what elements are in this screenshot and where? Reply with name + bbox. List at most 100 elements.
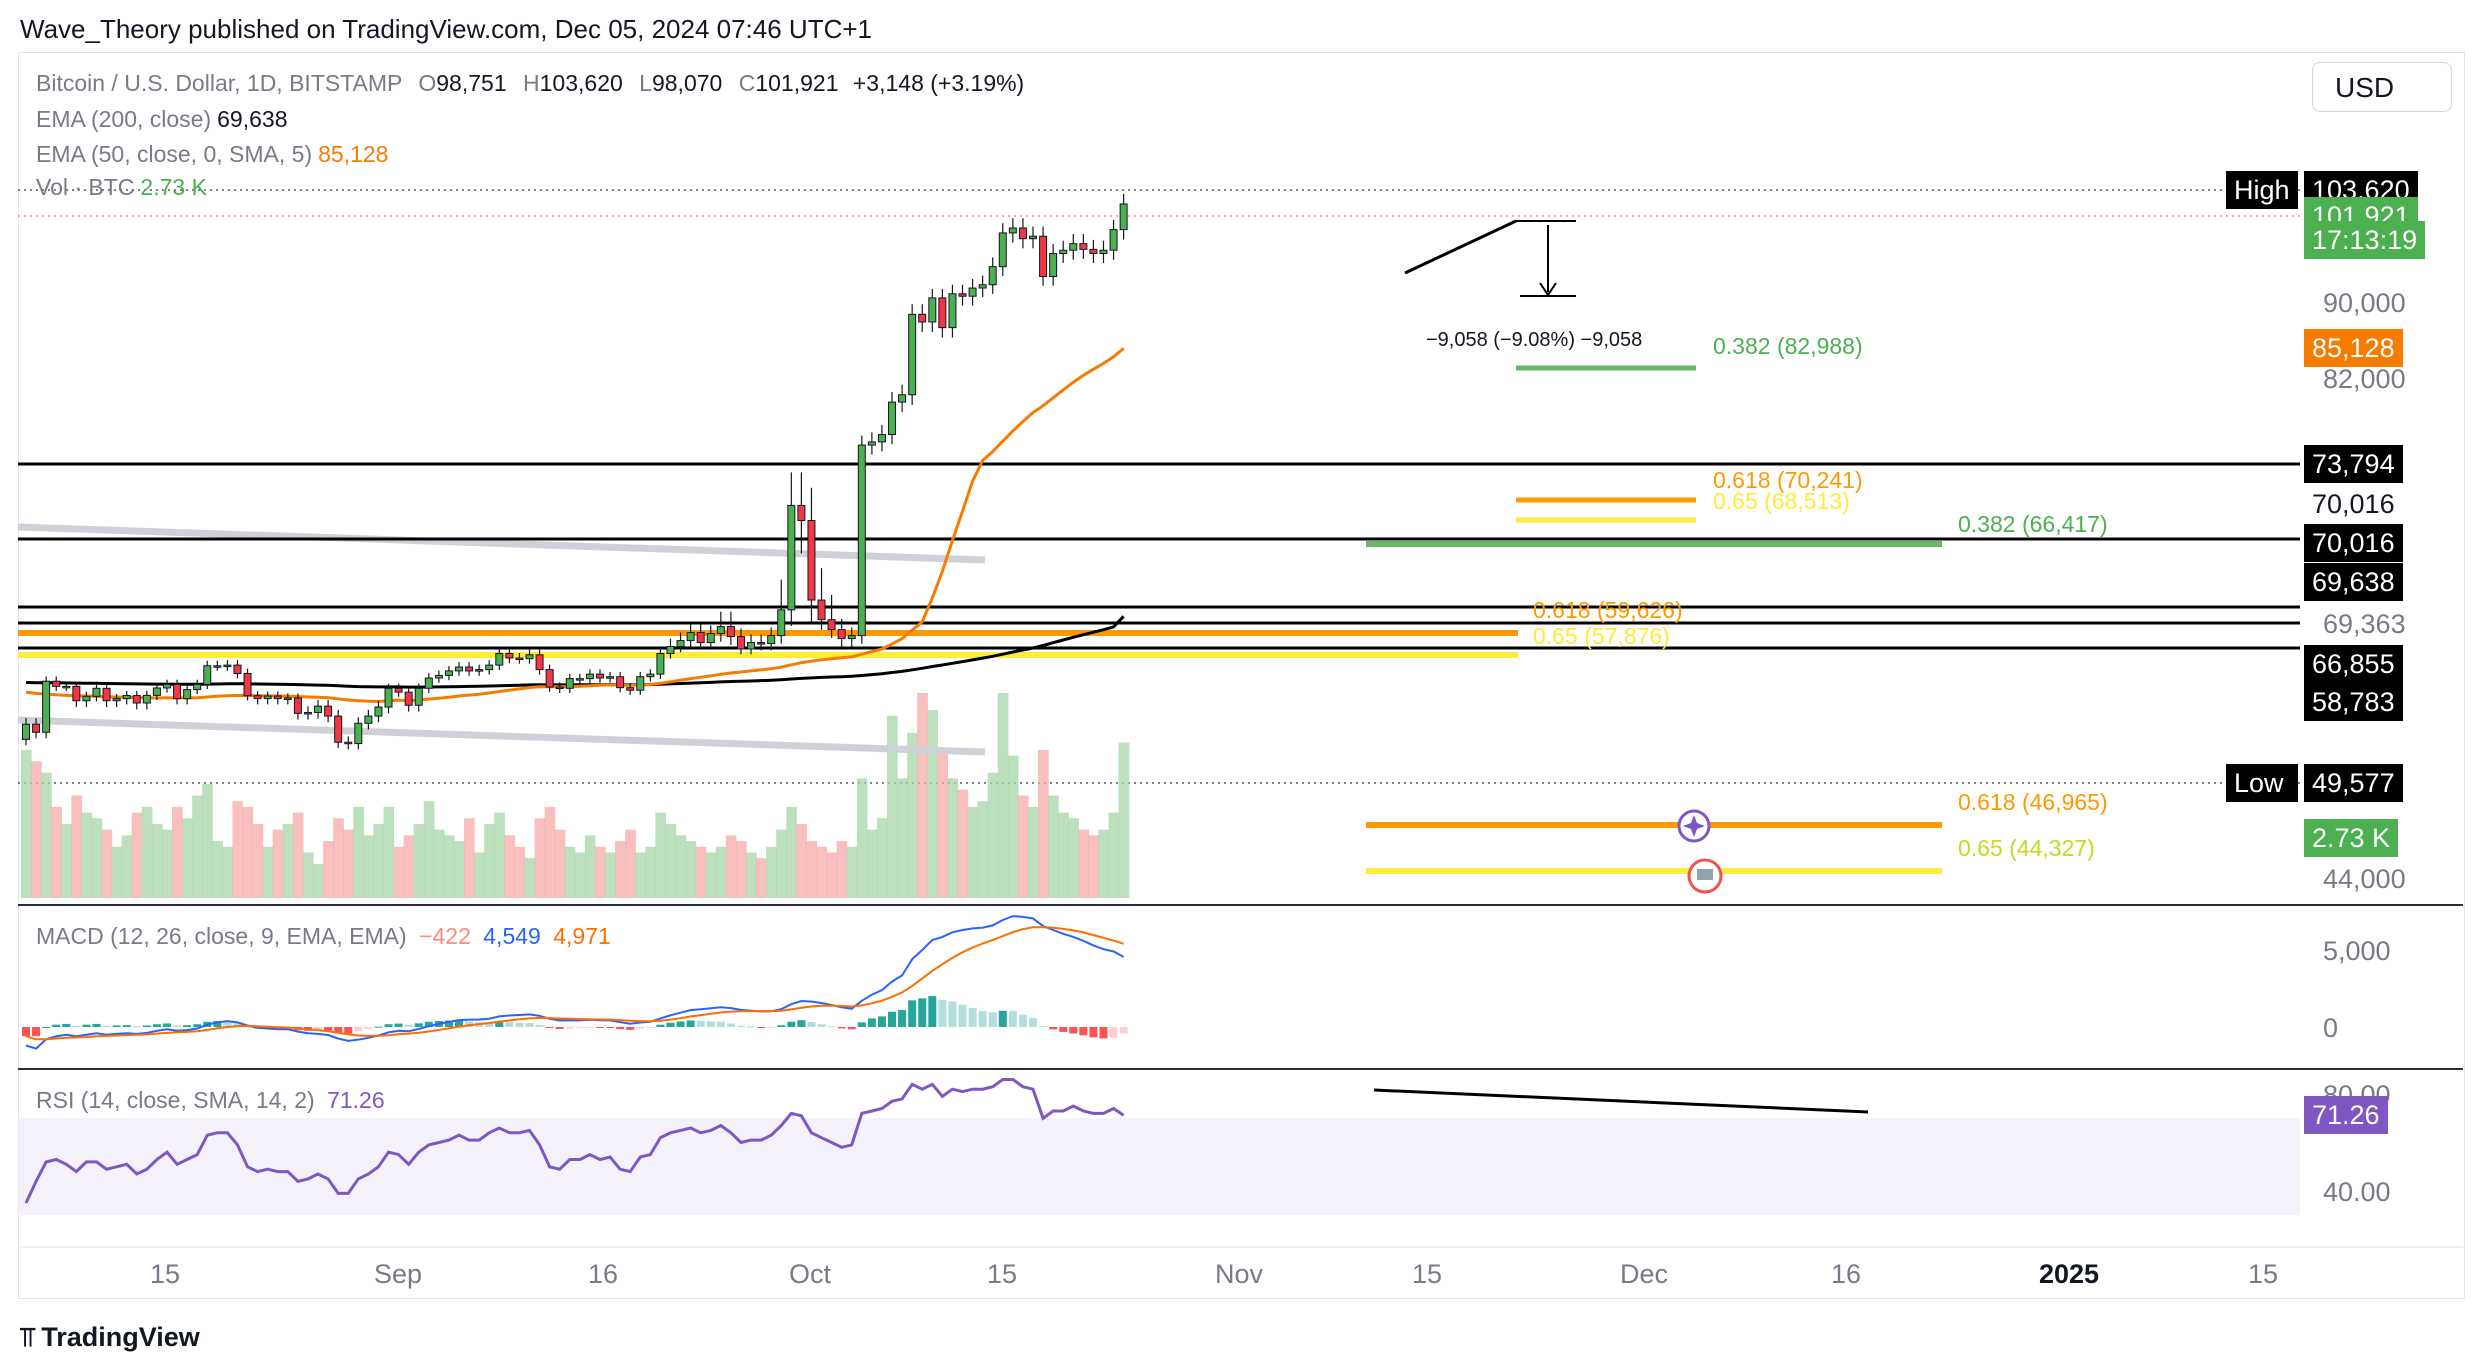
candle <box>787 472 796 627</box>
candle <box>1059 240 1068 263</box>
candle <box>132 690 141 710</box>
macd-hist-bar <box>354 1027 363 1032</box>
candle-body <box>243 672 252 697</box>
candle-body <box>465 666 474 672</box>
macd-hist-bar <box>606 1027 615 1028</box>
candle-body <box>152 687 161 696</box>
macd-legend[interactable]: MACD (12, 26, close, 9, EMA, EMA) −422 4… <box>36 923 611 950</box>
channel-lower-line <box>17 716 986 756</box>
rsi-legend[interactable]: RSI (14, close, SMA, 14, 2) 71.26 <box>36 1087 385 1114</box>
volume-bar <box>665 823 677 898</box>
volume-bar <box>302 852 314 898</box>
volume-bar <box>252 823 264 898</box>
candle-body <box>253 695 262 700</box>
candle <box>857 435 866 644</box>
volume-bar <box>876 818 888 898</box>
candle-body <box>293 697 302 714</box>
candle-body <box>324 705 333 717</box>
candle <box>424 673 433 693</box>
price-axis-tag: 17:13:19 <box>2304 220 2426 259</box>
volume-bar <box>1017 795 1029 898</box>
volume-legend[interactable]: Vol · BTC 2.73 K <box>36 174 207 201</box>
candle <box>515 652 524 664</box>
macd-hist-bar <box>394 1023 403 1027</box>
measure-arrow-head <box>1539 282 1557 297</box>
macd-hist-bar <box>565 1027 574 1029</box>
candle-body <box>988 266 997 286</box>
rsi-axis-tick: 40.00 <box>2323 1177 2391 1207</box>
volume-bar <box>605 852 616 898</box>
candle-body <box>1119 203 1128 231</box>
candle-body <box>223 664 232 668</box>
range-measure-label: −9,058 (−9.08%) −9,058 <box>1426 329 1642 351</box>
candle-body <box>606 676 615 679</box>
ema50-legend[interactable]: EMA (50, close, 0, SMA, 5) 85,128 <box>36 141 388 168</box>
macd-axis-tick: 0 <box>2323 1013 2338 1043</box>
rsi-divergence-line <box>1373 1088 1869 1114</box>
volume-bar <box>423 801 435 898</box>
candle <box>102 683 111 708</box>
time-axis-tick: 15 <box>1412 1259 1442 1289</box>
candle-body <box>1059 249 1068 254</box>
candle <box>565 673 574 693</box>
time-axis-tick: Oct <box>789 1259 832 1289</box>
candle-body <box>62 685 71 689</box>
candle <box>1029 226 1037 249</box>
macd-hist-bar <box>616 1027 625 1030</box>
chart-frame <box>18 52 2465 1299</box>
candle <box>807 487 816 624</box>
macd-hist-bar <box>837 1027 846 1029</box>
candle <box>223 660 232 671</box>
price-axis-tick: 90,000 <box>2323 288 2406 318</box>
candle <box>42 676 51 739</box>
macd-hist-bar <box>928 996 937 1027</box>
ema200-legend[interactable]: EMA (200, close) 69,638 <box>36 106 288 133</box>
volume-bar <box>786 806 797 898</box>
candle <box>585 669 594 684</box>
volume-bar <box>81 812 93 898</box>
candle <box>273 691 282 705</box>
candle <box>344 736 353 750</box>
volume-bar <box>957 789 969 898</box>
candle-body <box>162 683 171 689</box>
candle-body <box>354 722 363 745</box>
low-value: 98,070 <box>651 70 723 96</box>
volume-bar <box>1027 806 1039 898</box>
candle-body <box>203 665 212 685</box>
ema50-label: EMA (50, close, 0, SMA, 5) <box>36 141 313 167</box>
volume-bar <box>897 778 908 898</box>
candle <box>948 284 957 338</box>
candle-body <box>495 653 504 666</box>
candle-body <box>555 686 564 690</box>
candle <box>374 700 383 723</box>
candle-body <box>213 665 222 668</box>
currency-button[interactable]: USD <box>2312 62 2452 112</box>
macd-label: MACD (12, 26, close, 9, EMA, EMA) <box>36 923 407 949</box>
macd-hist-bar <box>1119 1027 1128 1034</box>
volume-bar <box>675 835 687 898</box>
macd-hist-bar <box>152 1024 161 1027</box>
tradingview-brand[interactable]: ⫪ TradingView <box>20 1322 200 1354</box>
volume-bar <box>735 841 747 898</box>
candle <box>1099 240 1108 263</box>
symbol-name[interactable]: Bitcoin / U.S. Dollar, 1D, BITSTAMP <box>36 70 402 96</box>
macd-line <box>25 915 1125 1050</box>
macd-hist-bar <box>72 1025 81 1027</box>
candle-body <box>777 609 786 637</box>
volume-bar <box>222 846 234 898</box>
time-axis-tick: 15 <box>2248 1259 2278 1289</box>
volume-bar <box>725 835 737 898</box>
candle-body <box>958 293 967 297</box>
candle-body <box>364 715 373 724</box>
candle-body <box>92 687 101 697</box>
candle-body <box>666 646 675 655</box>
candle-body <box>1099 249 1108 254</box>
candle-body <box>485 664 494 671</box>
candle-body <box>283 697 292 700</box>
volume-bar <box>484 823 495 898</box>
macd-hist-bar <box>908 1000 917 1027</box>
macd-hist-bar <box>525 1022 534 1027</box>
macd-hist-bar <box>545 1027 554 1028</box>
candle-body <box>303 711 312 715</box>
